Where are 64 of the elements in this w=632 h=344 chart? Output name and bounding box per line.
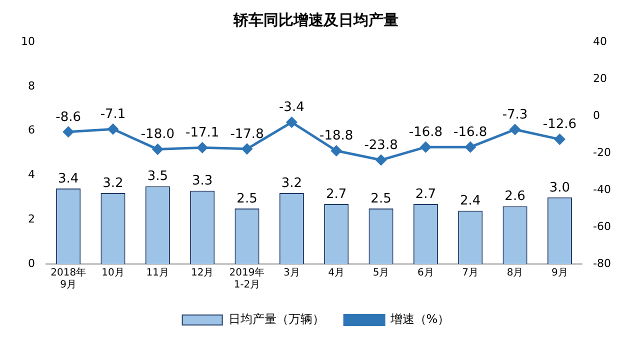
data-label: -23.8 [364,138,398,153]
data-label: 3.2 [281,176,302,191]
x-tick-label: 2018年 9月 [50,266,86,291]
legend-label: 增速（%） [389,312,450,326]
point [331,146,342,156]
y2-tick-label: 40 [593,34,608,48]
x-tick-label: 4月 [328,268,345,279]
data-label: 2.7 [326,186,347,202]
x-tick-label: 8月 [506,268,524,279]
y2-tick-label: 20 [593,72,608,85]
data-label: 3.2 [102,176,124,191]
data-label: 2.4 [460,194,481,209]
point [510,124,520,135]
point [63,126,74,138]
data-label: -12.6 [542,117,577,132]
data-label: 2.5 [370,191,392,206]
data-label: -18.0 [140,127,174,142]
x-tick-label: 5月 [372,268,390,279]
data-label: 3.3 [192,174,213,189]
point [465,142,476,152]
y-tick-label: 6 [28,124,35,137]
point [286,117,297,128]
x-tick-label: 7月 [462,268,479,279]
legend-label: 日均产量（万辆） [228,312,324,326]
y2-tick-label: -60 [593,220,611,233]
data-label: -18.8 [320,128,354,144]
chart-title: 轿车同比增速及日均产量 [232,10,398,29]
y-tick-label: 2 [28,212,35,226]
y2-tick-label: 0 [593,108,600,122]
x-tick-label: 10月 [102,268,124,279]
x-tick-label: 9月 [552,268,568,279]
data-label: -7.3 [502,107,528,122]
data-label: 3.5 [147,169,168,184]
data-label: 3.4 [58,171,79,186]
point [420,142,431,152]
data-label: 3.0 [549,180,570,196]
x-tick-label: 6月 [418,268,434,279]
point [152,144,163,155]
data-label: -16.8 [454,124,488,140]
y2-tick-label: -40 [593,182,611,196]
data-label: -17.1 [186,126,220,141]
y-tick-label: 8 [28,79,35,92]
point [554,134,565,145]
y2-tick-label: -80 [593,256,611,270]
x-tick-label: 3月 [283,268,300,279]
y2-tick-label: -20 [593,146,611,159]
point [197,142,208,153]
data-label: -7.1 [100,107,126,122]
point [376,154,386,166]
y-tick-label: 4 [28,168,35,182]
point [242,144,252,154]
data-label: -16.8 [408,124,443,140]
y-tick-label: 0 [28,256,35,270]
data-label: 2.6 [504,189,526,204]
data-label: 2.5 [236,191,258,206]
x-tick-label: 2019年 1-2月 [229,266,265,291]
y-tick-label: 10 [20,34,35,48]
x-tick-label: 12月 [190,268,214,279]
point [108,124,118,134]
data-label: 2.7 [415,186,436,202]
data-label: -17.8 [230,126,264,142]
data-label: -8.6 [56,110,82,125]
x-tick-label: 11月 [146,268,170,279]
data-label: -3.4 [278,100,304,116]
